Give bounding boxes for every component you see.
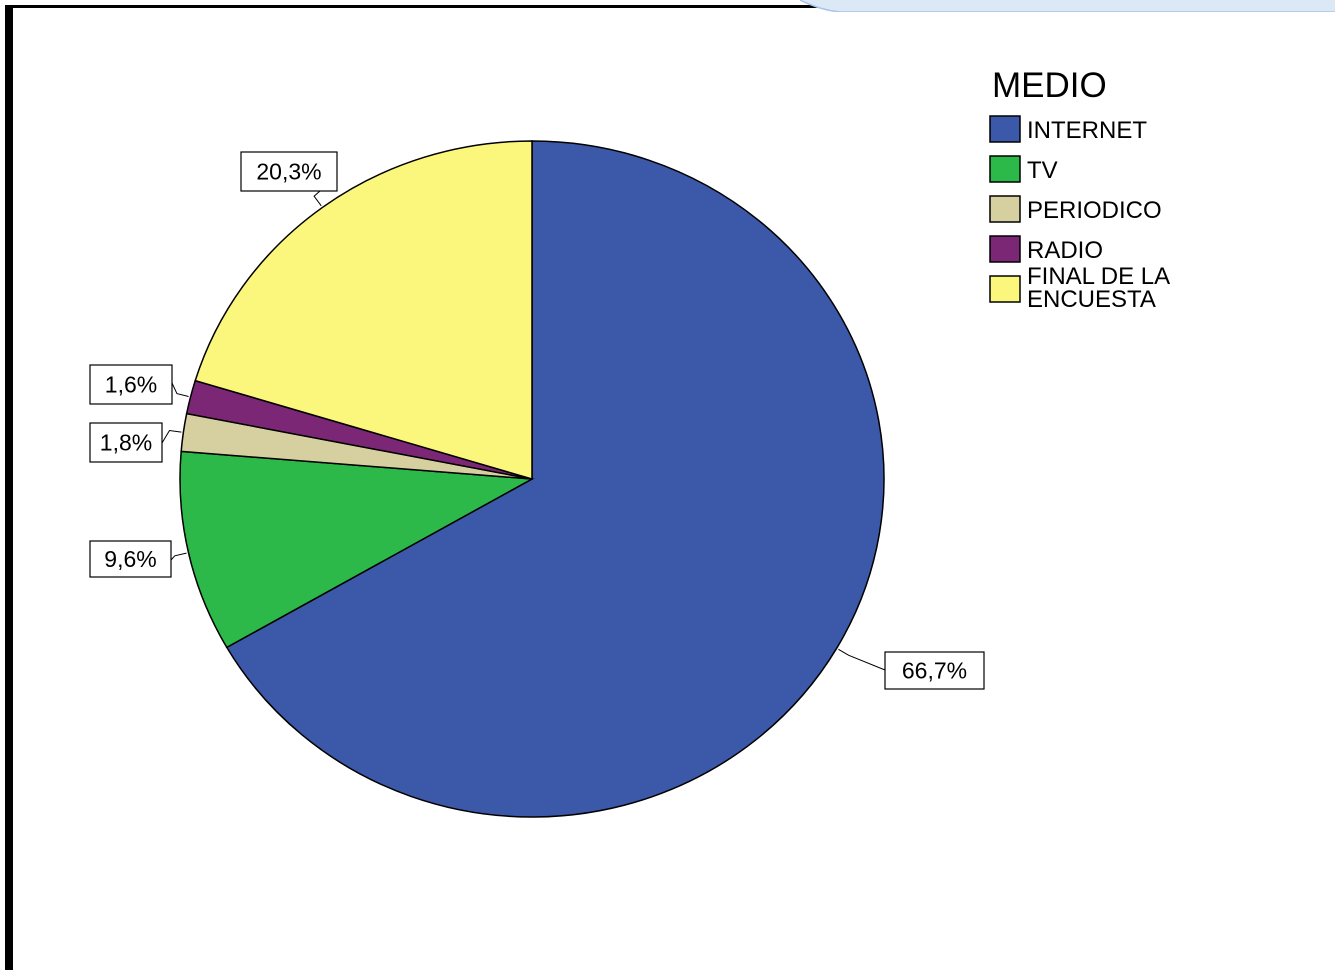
pie-slice-internet bbox=[225, 140, 885, 818]
data-label-text: 1,6% bbox=[105, 372, 157, 398]
pie-slice-final-de-la-encuesta bbox=[194, 140, 533, 481]
data-label-radio: 1,6% bbox=[89, 364, 173, 405]
data-label-final-de-la-encuesta: 20,3% bbox=[240, 151, 338, 192]
data-label-text: 66,7% bbox=[902, 658, 967, 684]
data-label-box bbox=[89, 422, 163, 463]
legend-label: RADIO bbox=[1027, 237, 1103, 264]
legend-label: FINAL DE LA ENCUESTA bbox=[1027, 263, 1170, 313]
data-labels: 66,7% 9,6% 1,8% 1,6% 20,3% bbox=[89, 151, 985, 690]
data-label-internet: 66,7% bbox=[884, 651, 985, 690]
leader-line-final-de-la-encuesta bbox=[313, 190, 322, 207]
legend-item-tv: TV bbox=[989, 155, 1058, 184]
chart-frame bbox=[5, 5, 1335, 970]
legend-label: INTERNET bbox=[1027, 117, 1147, 144]
pie-slices bbox=[179, 140, 885, 818]
leader-line-radio bbox=[171, 382, 189, 398]
legend-swatch bbox=[989, 115, 1021, 143]
legend-item-final-de-la-encuesta: FINAL DE LA ENCUESTA bbox=[989, 263, 1170, 313]
legend-swatch bbox=[989, 195, 1021, 223]
corner-accent-decoration bbox=[800, 0, 1335, 12]
legend-swatch bbox=[989, 275, 1021, 303]
data-label-box bbox=[884, 651, 985, 690]
data-label-box bbox=[240, 151, 338, 192]
data-label-periodico: 1,8% bbox=[89, 422, 163, 463]
data-label-text: 1,8% bbox=[100, 430, 152, 456]
label-leader-lines bbox=[161, 190, 886, 671]
data-label-text: 20,3% bbox=[256, 159, 321, 185]
data-label-text: 9,6% bbox=[104, 546, 156, 572]
legend-swatch bbox=[989, 155, 1021, 183]
data-label-box bbox=[89, 540, 172, 578]
leader-line-internet bbox=[838, 648, 886, 671]
legend-item-periodico: PERIODICO bbox=[989, 195, 1162, 224]
legend-item-radio: RADIO bbox=[989, 235, 1103, 264]
legend-label: TV bbox=[1027, 157, 1058, 184]
pie-slice-tv bbox=[179, 450, 535, 649]
legend-title: MEDIO bbox=[992, 66, 1107, 105]
data-label-box bbox=[89, 364, 173, 405]
data-label-tv: 9,6% bbox=[89, 540, 172, 578]
leader-line-tv bbox=[170, 552, 187, 561]
legend-item-internet: INTERNET bbox=[989, 115, 1147, 144]
legend-label: PERIODICO bbox=[1027, 197, 1162, 224]
leader-line-periodico bbox=[161, 429, 182, 444]
legend-swatch bbox=[989, 235, 1021, 263]
